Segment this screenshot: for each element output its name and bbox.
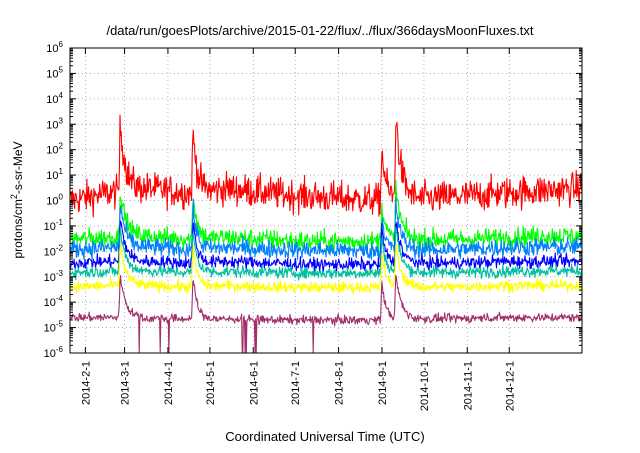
y-tick-label: 101 [46, 167, 63, 182]
series-line-6 [69, 244, 583, 295]
y-tick-label: 106 [46, 40, 63, 55]
y-tick-label: 10-5 [44, 320, 64, 335]
x-tick-label: 2014-4-1 [163, 361, 175, 405]
y-tick-label: 103 [46, 116, 63, 131]
x-tick-label: 2014-12-1 [504, 361, 516, 411]
x-tick-label: 2014-11-1 [462, 361, 474, 410]
tick-labels: 10-6 10-5 10-4 10-3 10-2 10-1 100 101 102 103 104 1… [44, 40, 517, 411]
x-tick-label: 2014-10-1 [419, 361, 431, 411]
y-tick-label: 102 [46, 142, 63, 157]
series-line-5 [69, 226, 583, 281]
y-tick-label: 10-4 [44, 294, 64, 309]
x-tick-label: 2014-2-1 [80, 361, 92, 405]
series-layer [69, 114, 583, 354]
x-tick-label: 2014-5-1 [205, 361, 217, 405]
series-line-7 [69, 274, 583, 354]
x-tick-label: 2014-6-1 [248, 361, 260, 405]
y-tick-label: 100 [46, 193, 63, 208]
plot-frame [69, 47, 583, 354]
chart-title: /data/run/goesPlots/archive/2015-01-22/f… [106, 23, 533, 38]
y-axis-label-prefix: protons/cm [11, 199, 25, 258]
x-axis-label: Coordinated Universal Time (UTC) [225, 429, 424, 444]
series-line-4 [69, 220, 583, 275]
y-tick-label: 105 [46, 65, 63, 80]
y-tick-label: 104 [46, 91, 63, 106]
y-tick-label: 10-1 [44, 218, 64, 233]
y-tick-label: 10-6 [44, 345, 64, 360]
x-tick-label: 2014-9-1 [377, 361, 389, 405]
y-axis-label: protons/cm2-s-sr-MeV [9, 141, 25, 258]
y-axis-label-suffix: -s-sr-MeV [11, 141, 25, 194]
y-tick-label: 10-2 [44, 243, 64, 258]
series-line-3 [69, 196, 583, 262]
x-tick-label: 2014-8-1 [334, 361, 346, 405]
y-axis-label-sup: 2 [9, 194, 19, 199]
y-tick-label: 10-3 [44, 269, 64, 284]
series-line-1 [69, 114, 583, 218]
x-tick-label: 2014-3-1 [120, 361, 132, 405]
x-tick-label: 2014-7-1 [290, 361, 302, 405]
